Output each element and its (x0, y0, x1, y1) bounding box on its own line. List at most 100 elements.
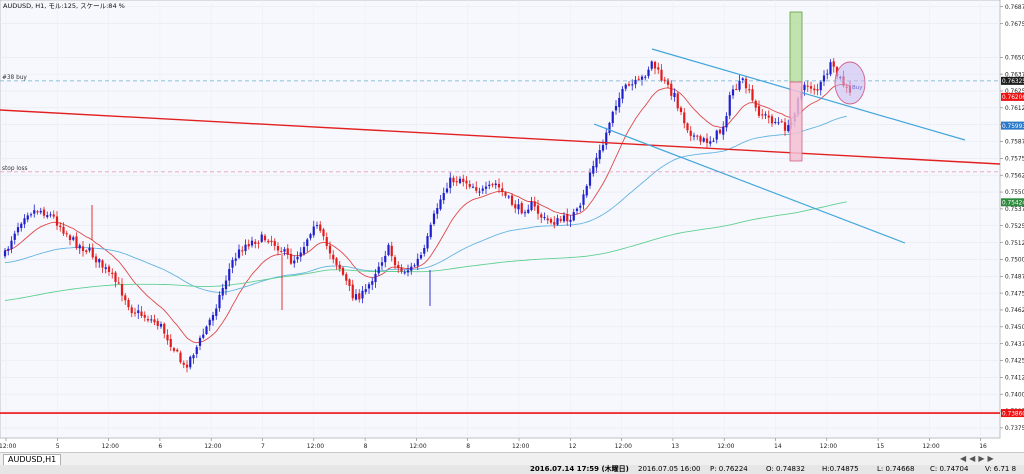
candle-body (585, 185, 588, 196)
entry-ellipse[interactable] (834, 61, 866, 105)
candle-body (124, 295, 127, 301)
status-datetime: 2016.07.14 17:59 (木曜日) (530, 465, 629, 473)
candle-body (289, 254, 293, 264)
candle-body (774, 121, 777, 123)
candle-body (33, 210, 36, 214)
channel-upper-line[interactable] (651, 48, 966, 141)
risk-zone-box[interactable] (789, 81, 803, 162)
chart-header: AUDUSD, H1, モル:125, スケール:84 % (3, 2, 125, 10)
candle-body (718, 129, 722, 134)
x-tick-label: 8 (364, 443, 368, 450)
x-tick-label: 12:00 (102, 443, 119, 450)
candle-body (176, 349, 179, 352)
y-tick-label: 0.76375 (1005, 72, 1024, 78)
candle-body (770, 116, 774, 124)
ma-fast-line (4, 84, 851, 344)
candle-body (481, 188, 484, 191)
candle-body (787, 125, 790, 132)
candle-body (306, 239, 309, 247)
status-low: L: 0.74668 (877, 465, 915, 473)
candle-body (351, 284, 354, 299)
candle-body (299, 252, 302, 257)
candle-body (523, 212, 527, 214)
candle-body (88, 247, 91, 251)
candle-body (91, 247, 94, 258)
tab-label: AUDUSD,H1 (8, 455, 57, 464)
candle-body (543, 217, 546, 219)
tab-first-icon[interactable]: ◀ (960, 454, 967, 463)
candle-body (813, 88, 816, 91)
candle-body (42, 209, 46, 216)
price-tag-label: 0.76206 (1002, 95, 1024, 101)
candle-body (78, 245, 81, 249)
red-trendline[interactable] (0, 109, 1001, 165)
target-zone-box[interactable] (789, 11, 803, 83)
tab-next-icon[interactable]: ▶ (978, 454, 985, 463)
candle-body (345, 274, 348, 281)
candle-body (673, 92, 676, 98)
candle-body (715, 130, 718, 140)
chart-tab-bar: AUDUSD,H1 ◀ ◀ ▶ ▶ (0, 452, 1024, 465)
candle-body (273, 240, 276, 246)
candle-body (302, 247, 306, 254)
candle-body (546, 218, 549, 221)
candle-body (52, 214, 55, 217)
candle-body (328, 245, 332, 254)
tab-last-icon[interactable]: ▶ (987, 454, 994, 463)
x-tick-label: 13 (671, 443, 679, 450)
candle-body (595, 157, 598, 168)
candle-body (416, 258, 419, 266)
candle-body (338, 264, 341, 269)
price-tag-label: 0.75424 (1002, 200, 1024, 206)
price-tag (1001, 92, 1024, 101)
candle-body (374, 273, 377, 283)
candle-body (55, 216, 59, 226)
candle-body (189, 356, 192, 368)
price-tag-label: 0.75993 (1002, 124, 1024, 130)
x-tick-label: 12 (569, 443, 577, 450)
candle-body (527, 209, 530, 213)
candle-body (582, 194, 585, 205)
candle-body (592, 165, 595, 174)
candle-body (26, 215, 29, 220)
candle-body (276, 246, 280, 251)
candle-body (442, 193, 445, 201)
candle-body (120, 284, 124, 296)
x-tick-label: 8 (466, 443, 470, 450)
chart-tab-audusd-h1[interactable]: AUDUSD,H1 (3, 454, 62, 465)
candle-body (62, 226, 65, 234)
candle-body (234, 258, 237, 261)
candle-body (260, 234, 263, 242)
candle-body (166, 334, 169, 341)
price-tag (1001, 76, 1024, 85)
y-tick-label: 0.76125 (1005, 106, 1024, 112)
candle-body (146, 319, 150, 321)
candle-body (358, 293, 361, 300)
channel-lower-line[interactable] (593, 123, 906, 244)
candle-body (572, 212, 575, 221)
candle-body (751, 89, 754, 101)
x-tick-label: 12:00 (922, 443, 939, 450)
candle-body (696, 135, 699, 137)
candle-body (728, 95, 731, 116)
candle-body (296, 256, 299, 260)
candle-body (601, 145, 605, 151)
candle-body (309, 234, 312, 239)
candle-body (163, 323, 166, 334)
candle-body (361, 290, 364, 299)
candle-body (491, 184, 494, 186)
tab-prev-icon[interactable]: ◀ (969, 454, 976, 463)
candle-body (140, 311, 143, 316)
candle-body (49, 214, 52, 216)
candle-body (319, 224, 322, 231)
entry-ellipse-label: Buy (852, 85, 863, 91)
candle-body (699, 136, 702, 142)
candle-body (605, 132, 608, 145)
candle-body (566, 213, 569, 222)
y-tick-label: 0.74125 (1005, 376, 1024, 382)
